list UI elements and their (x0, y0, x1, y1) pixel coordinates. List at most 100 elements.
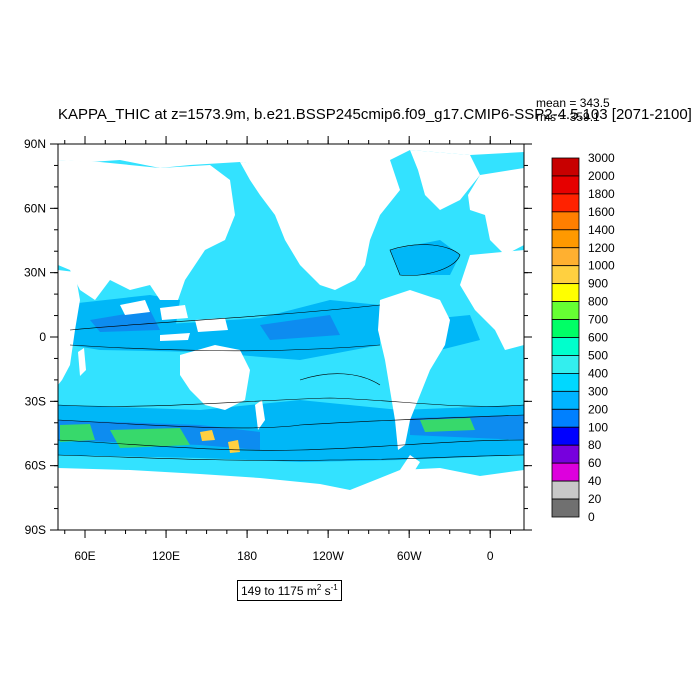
colorbar-swatch (551, 444, 580, 464)
colorbar-swatch (551, 390, 580, 410)
contour-1 (58, 397, 524, 407)
range-text: 149 to 1175 m (241, 584, 317, 598)
colorbar-swatch (551, 408, 580, 428)
colorbar-swatch (551, 265, 580, 285)
colorbar-swatch (551, 211, 580, 231)
deep-patch-2 (260, 315, 340, 340)
lat-label: 90S (25, 523, 46, 537)
colorbar-label: 2000 (588, 169, 615, 183)
north-america-land (240, 160, 400, 290)
colorbar-label: 20 (588, 492, 602, 506)
island-java (160, 333, 190, 341)
colorbar-swatch (551, 229, 580, 249)
colorbar-swatch (551, 283, 580, 302)
colorbar-swatch (551, 426, 580, 446)
colorbar-label: 800 (588, 295, 608, 309)
colorbar: 3000200018001600140012001000900800700600… (551, 151, 615, 524)
colorbar-label: 500 (588, 348, 608, 362)
high-patch-3 (420, 418, 475, 432)
australia-land (180, 345, 250, 410)
colorbar-label: 900 (588, 277, 608, 291)
high-patch-1 (60, 424, 95, 442)
europe-land (468, 168, 524, 255)
peak-patch (200, 430, 215, 441)
colorbar-swatch (551, 175, 580, 195)
stats-block: mean = 343.5 rms = 359.1 (536, 96, 610, 124)
colorbar-label: 300 (588, 384, 608, 398)
lon-label: 120E (152, 549, 180, 563)
lon-label: 0 (487, 549, 494, 563)
colorbar-label: 80 (588, 438, 602, 452)
north-atlantic-patch (390, 240, 460, 275)
peak-patch-2 (228, 440, 240, 453)
page-title: KAPPA_THIC at z=1573.9m, b.e21.BSSP245cm… (58, 106, 692, 123)
lon-label: 180 (237, 549, 257, 563)
range-sup-neg1: -1 (330, 583, 338, 592)
colorbar-swatch (551, 301, 580, 320)
africa-east-edge (58, 270, 80, 385)
greenland-land (410, 150, 480, 210)
lat-label: 30N (24, 266, 46, 280)
contour-6 (69, 344, 381, 352)
rms-value: rms = 359.1 (536, 110, 600, 124)
colorbar-swatch (551, 247, 580, 267)
high-patch-2 (110, 428, 190, 448)
range-label: 149 to 1175 m2 s-1 (237, 580, 342, 601)
contour-lines (58, 244, 524, 461)
colorbar-swatch (551, 193, 580, 213)
lat-ticks (50, 143, 532, 531)
colorbar-swatch (551, 157, 580, 177)
contour-4 (58, 454, 524, 461)
antarctica-land (58, 468, 524, 530)
island-new-guinea (195, 318, 228, 332)
colorbar-label: 600 (588, 331, 608, 345)
colorbar-swatch (551, 319, 580, 338)
colorbar-label: 1800 (588, 187, 615, 201)
south-america-land (378, 290, 450, 450)
lat-label: 90N (24, 137, 46, 151)
lon-ticks (64, 136, 511, 538)
colorbar-label: 3000 (588, 151, 615, 165)
colorbar-label: 1200 (588, 241, 615, 255)
africa-west-land (460, 250, 524, 350)
lat-label: 30S (25, 394, 46, 408)
colorbar-swatch (551, 355, 580, 374)
colorbar-label: 1600 (588, 205, 615, 219)
colorbar-label: 0 (588, 510, 595, 524)
new-zealand-land (255, 400, 265, 430)
colorbar-swatch (551, 480, 580, 500)
range-unit-s: s (321, 584, 331, 598)
colorbar-label: 1000 (588, 259, 615, 273)
colorbar-label: 100 (588, 420, 608, 434)
colorbar-label: 60 (588, 456, 602, 470)
arctic-land (58, 144, 524, 185)
lat-label: 60N (24, 201, 46, 215)
lat-label: 0 (39, 330, 46, 344)
madagascar-land (78, 348, 86, 376)
lon-labels: 60E 120E 180 120W 60W 0 (74, 549, 494, 563)
contour-5 (69, 304, 381, 331)
contour-8 (299, 373, 381, 386)
colorbar-label: 200 (588, 402, 608, 416)
lat-labels: 90N 60N 30N 0 30S 60S 90S (24, 137, 46, 537)
colorbar-label: 400 (588, 366, 608, 380)
colorbar-swatch (551, 462, 580, 482)
ocean-field (58, 144, 524, 530)
island-borneo (160, 305, 188, 320)
colorbar-label: 40 (588, 474, 602, 488)
colorbar-label: 1400 (588, 223, 615, 237)
lon-label: 120W (312, 549, 344, 563)
range-sup-2: 2 (316, 583, 322, 592)
colorbar-swatch (551, 337, 580, 356)
contour-7 (389, 244, 461, 276)
lon-label: 60E (74, 549, 95, 563)
lat-label: 60S (25, 459, 46, 473)
mean-value: mean = 343.5 (536, 96, 610, 110)
colorbar-swatch (551, 498, 580, 518)
colorbar-label: 700 (588, 313, 608, 327)
contour-2 (58, 414, 524, 429)
antarctic-peninsula (400, 455, 420, 470)
lon-label: 60W (397, 549, 422, 563)
island-sumatra (120, 300, 150, 315)
